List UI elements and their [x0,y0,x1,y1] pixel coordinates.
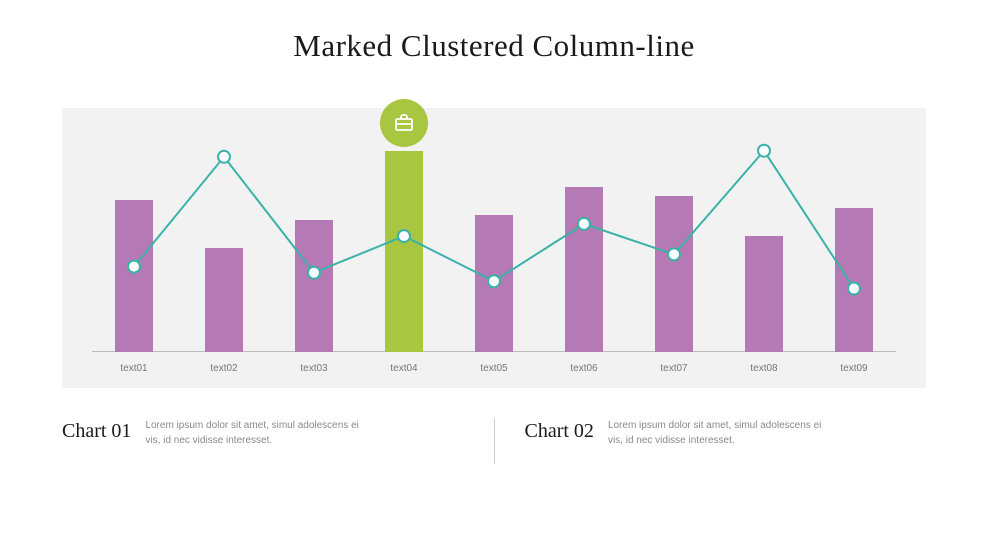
chart-xlabel: text09 [840,363,867,374]
chart-bar [115,200,153,353]
chart-line-marker [758,145,770,157]
chart-bar [835,208,873,352]
chart-bar [745,236,783,352]
footer-text-right: Lorem ipsum dolor sit amet, simul adoles… [608,418,828,448]
chart-panel: text01 text02 text03 text04 text05 text06 text… [62,108,926,388]
footer-block-left: Chart 01 Lorem ipsum dolor sit amet, sim… [62,418,464,448]
chart-xlabel: text01 [120,363,147,374]
footer-title-left: Chart 01 [62,418,131,443]
chart-highlight-badge [380,99,428,147]
chart-bar [475,215,513,352]
chart-bar [205,248,243,352]
chart-xlabel: text05 [480,363,507,374]
page-title: Marked Clustered Column-line [0,0,988,64]
footer-block-right: Chart 02 Lorem ipsum dolor sit amet, sim… [525,418,927,448]
chart-plot-area: text01 text02 text03 text04 text05 text06 text… [92,108,896,388]
briefcase-icon [392,111,416,135]
chart-xlabel: text03 [300,363,327,374]
chart-bar [565,187,603,352]
chart-bar [295,220,333,352]
chart-xlabel: text02 [210,363,237,374]
chart-line-marker [218,151,230,163]
chart-bar [385,151,423,352]
footer: Chart 01 Lorem ipsum dolor sit amet, sim… [62,418,926,464]
chart-bar [655,196,693,352]
footer-text-left: Lorem ipsum dolor sit amet, simul adoles… [145,418,365,448]
footer-title-right: Chart 02 [525,418,594,443]
chart-xlabel: text04 [390,363,417,374]
chart-xlabel: text06 [570,363,597,374]
chart-xlabel: text08 [750,363,777,374]
footer-divider [494,418,495,464]
chart-xlabel: text07 [660,363,687,374]
